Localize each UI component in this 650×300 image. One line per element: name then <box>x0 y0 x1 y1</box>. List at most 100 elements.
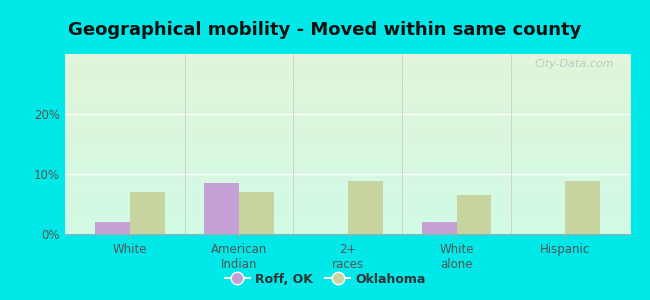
Bar <box>65 172 630 173</box>
Bar <box>65 84 630 85</box>
Bar <box>65 117 630 118</box>
Bar <box>65 201 630 202</box>
Bar <box>65 91 630 92</box>
Bar <box>65 120 630 121</box>
Bar <box>65 94 630 95</box>
Bar <box>65 183 630 184</box>
Bar <box>65 97 630 98</box>
Bar <box>65 63 630 64</box>
Bar <box>65 173 630 174</box>
Bar <box>65 174 630 175</box>
Bar <box>65 149 630 150</box>
Bar <box>65 199 630 200</box>
Bar <box>65 56 630 57</box>
Bar <box>65 85 630 86</box>
Bar <box>65 145 630 146</box>
Bar <box>65 197 630 198</box>
Bar <box>65 121 630 122</box>
Bar <box>65 215 630 216</box>
Bar <box>65 189 630 190</box>
Bar <box>65 122 630 123</box>
Bar <box>65 137 630 138</box>
Bar <box>65 146 630 147</box>
Bar <box>65 171 630 172</box>
Bar <box>65 111 630 112</box>
Bar <box>65 142 630 143</box>
Bar <box>65 203 630 204</box>
Bar <box>65 194 630 195</box>
Bar <box>204 183 239 234</box>
Bar <box>65 95 630 96</box>
Bar <box>65 170 630 171</box>
Bar <box>65 205 630 206</box>
Bar <box>65 112 630 113</box>
Bar <box>65 218 630 219</box>
Bar <box>65 209 630 210</box>
Bar <box>65 87 630 88</box>
Bar <box>65 101 630 102</box>
Bar <box>65 156 630 157</box>
Bar <box>65 103 630 104</box>
Bar <box>65 162 630 163</box>
Bar <box>65 136 630 137</box>
Bar <box>65 231 630 232</box>
Bar <box>65 135 630 136</box>
Bar <box>65 229 630 230</box>
Bar <box>65 161 630 162</box>
Bar <box>65 100 630 101</box>
Legend: Roff, OK, Oklahoma: Roff, OK, Oklahoma <box>220 268 430 291</box>
Bar <box>65 184 630 185</box>
Bar <box>65 165 630 166</box>
Bar <box>65 90 630 91</box>
Bar <box>65 138 630 139</box>
Bar <box>65 128 630 129</box>
Bar <box>65 152 630 153</box>
Bar <box>65 222 630 223</box>
Bar <box>65 68 630 69</box>
Bar <box>65 233 630 234</box>
Bar <box>65 192 630 193</box>
Bar <box>348 181 383 234</box>
Bar <box>65 64 630 65</box>
Bar <box>65 196 630 197</box>
Bar <box>65 130 630 131</box>
Bar <box>65 206 630 207</box>
Bar <box>65 178 630 179</box>
Bar <box>65 200 630 201</box>
Bar <box>65 166 630 167</box>
Bar <box>65 89 630 90</box>
Bar <box>65 221 630 222</box>
Bar <box>65 226 630 227</box>
Bar <box>65 220 630 221</box>
Bar <box>65 180 630 181</box>
Bar <box>65 106 630 107</box>
Bar <box>65 129 630 130</box>
Bar <box>65 211 630 212</box>
Bar <box>65 193 630 194</box>
Bar <box>65 85 630 86</box>
Bar <box>65 154 630 155</box>
Bar <box>65 157 630 158</box>
Bar <box>65 60 630 61</box>
Bar <box>65 81 630 82</box>
Bar <box>65 86 630 87</box>
Bar <box>65 79 630 80</box>
Bar <box>65 185 630 186</box>
Bar <box>65 73 630 74</box>
Bar <box>65 143 630 144</box>
Bar <box>65 133 630 134</box>
Bar <box>65 212 630 213</box>
Bar <box>65 66 630 67</box>
Bar <box>65 125 630 126</box>
Bar <box>65 116 630 117</box>
Bar <box>65 72 630 73</box>
Bar <box>65 132 630 133</box>
Bar <box>65 140 630 141</box>
Bar <box>65 108 630 109</box>
Bar <box>65 223 630 224</box>
Bar <box>65 227 630 228</box>
Bar <box>65 77 630 78</box>
Bar <box>65 82 630 83</box>
Bar <box>65 119 630 120</box>
Bar <box>239 192 274 234</box>
